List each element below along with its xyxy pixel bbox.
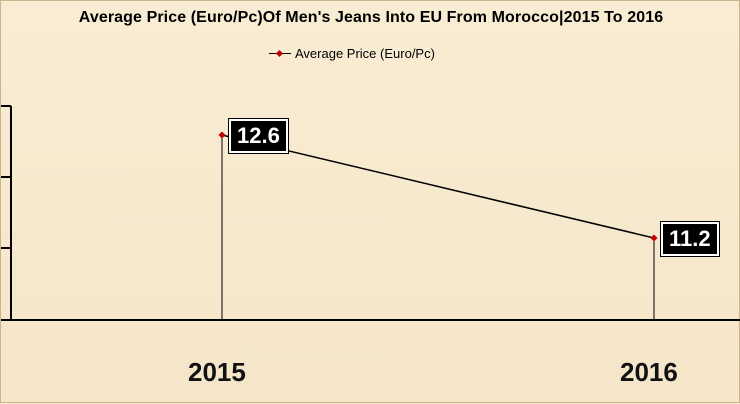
x-tick-label: 2016 bbox=[620, 357, 678, 387]
data-label: 12.6 bbox=[228, 118, 289, 154]
data-point bbox=[650, 234, 658, 242]
legend-marker-icon bbox=[269, 49, 291, 59]
legend: Average Price (Euro/Pc) bbox=[269, 46, 435, 61]
series-line bbox=[221, 134, 655, 239]
data-point bbox=[218, 131, 226, 139]
x-tick-label: 2015 bbox=[188, 357, 246, 387]
legend-label: Average Price (Euro/Pc) bbox=[295, 46, 435, 61]
data-label: 11.2 bbox=[660, 221, 720, 257]
chart-title: Average Price (Euro/Pc)Of Men's Jeans In… bbox=[78, 9, 664, 26]
